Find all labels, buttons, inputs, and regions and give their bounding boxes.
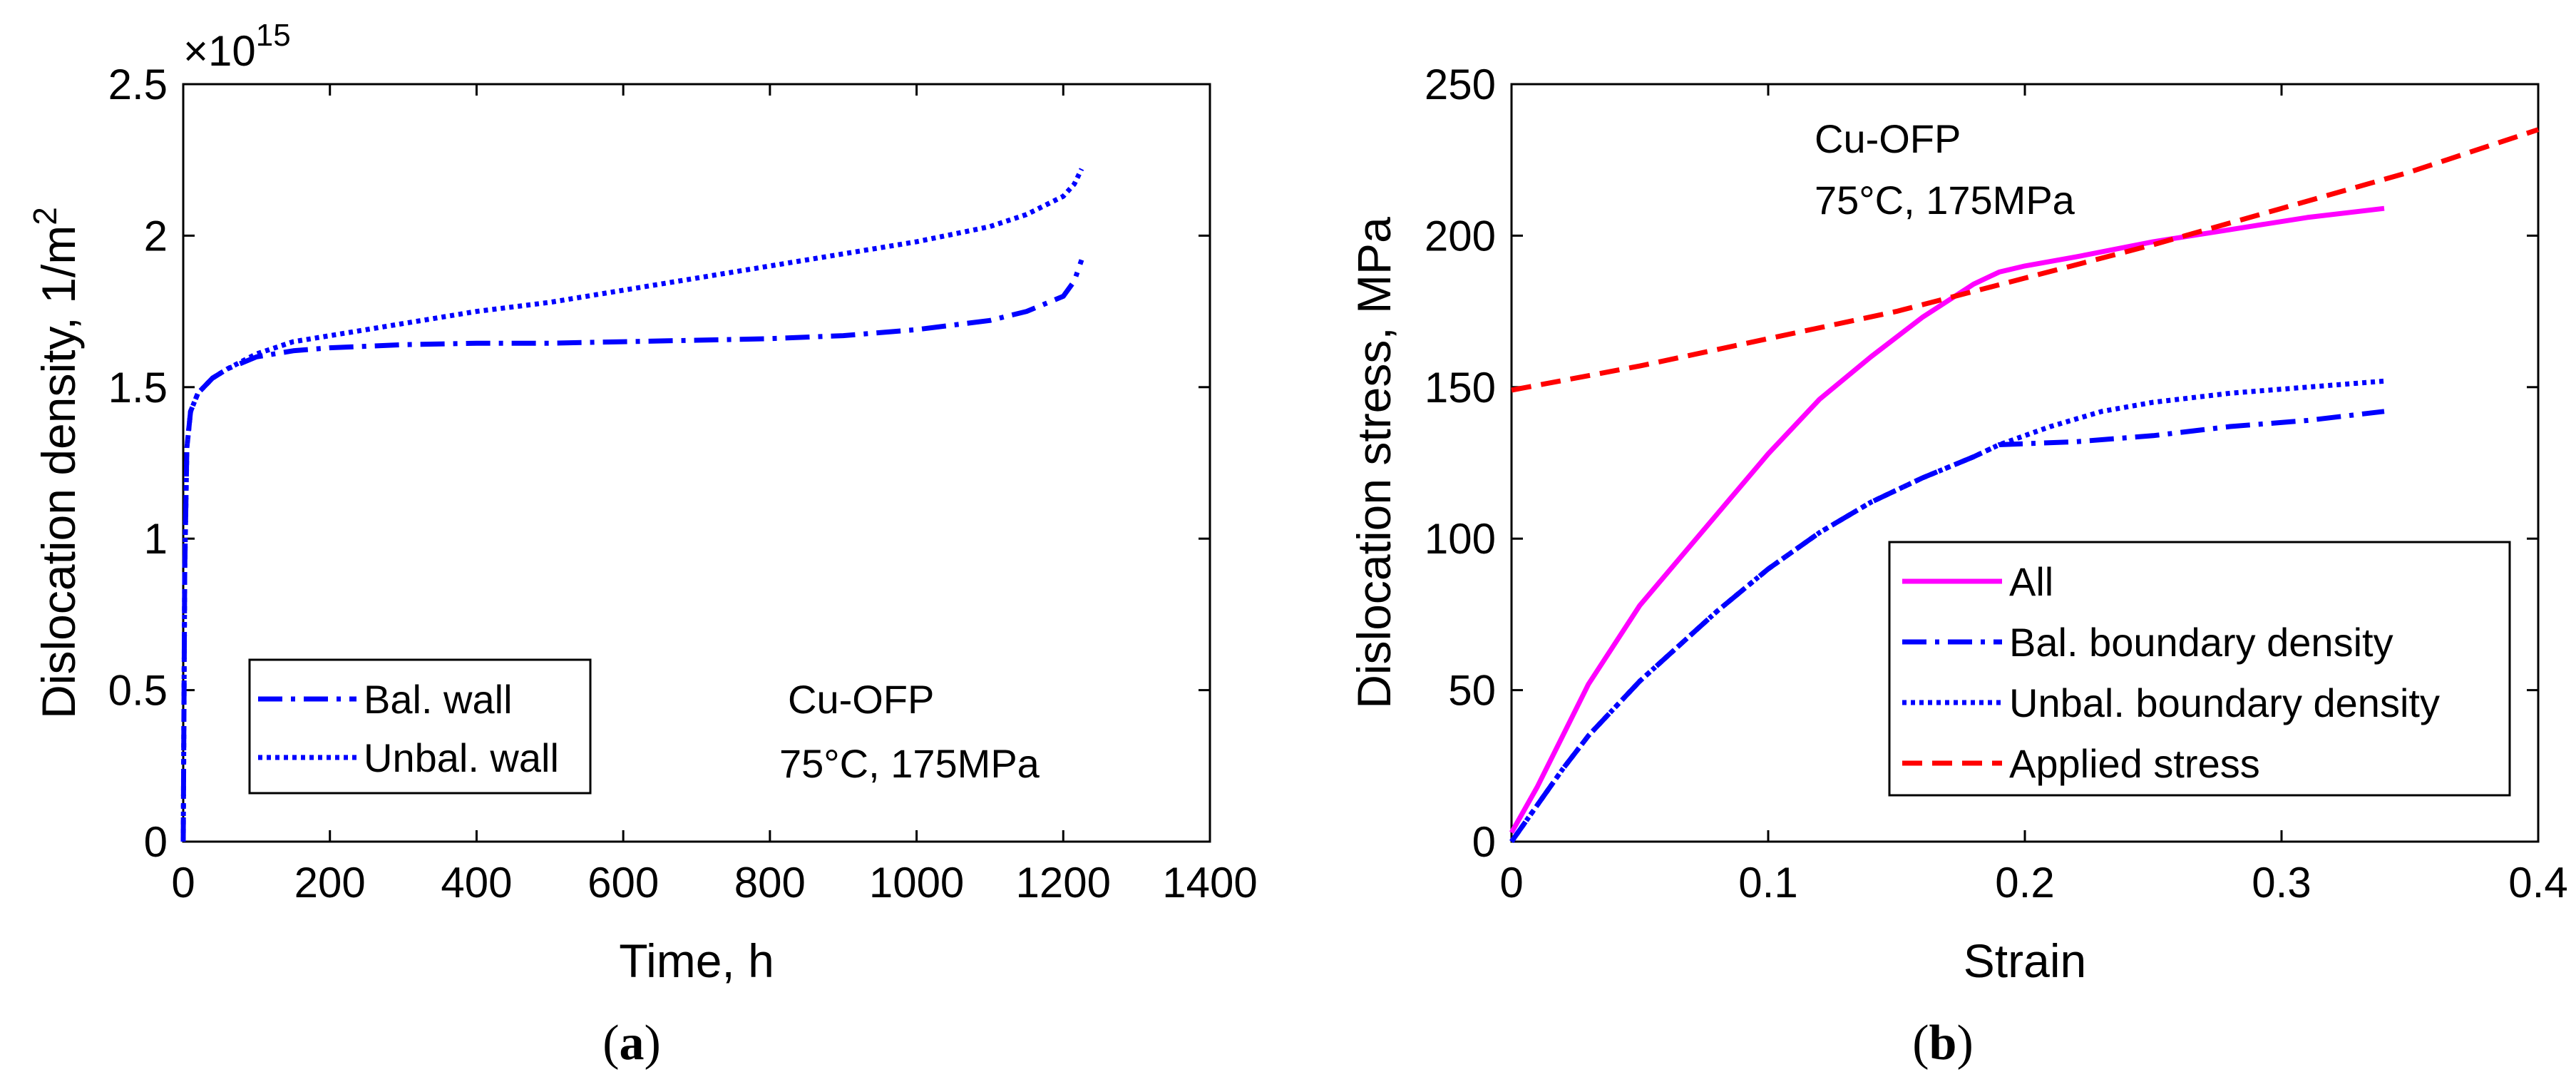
- y-tick-label: 0.5: [108, 667, 168, 715]
- x-tick-label: 1000: [869, 859, 964, 907]
- annotation-material-a: Cu-OFP: [788, 677, 934, 722]
- legend-a: Bal. wall Unbal. wall: [248, 658, 592, 795]
- x-tick-label: 400: [441, 859, 512, 907]
- y-tick-label: 100: [1425, 515, 1496, 563]
- y-tick-label: 50: [1448, 667, 1496, 715]
- legend-item-unbal-wall: Unbal. wall: [258, 735, 559, 780]
- legend-label-unbal-boundary: Unbal. boundary density: [2009, 680, 2440, 725]
- x-tick-label: 800: [734, 859, 806, 907]
- legend-box-b: [1888, 541, 2511, 797]
- series-line-unbal-boundary-density: [1509, 378, 2385, 844]
- y-tick-labels-b: 0 50 100 150 200 250: [1425, 61, 1496, 866]
- panel-letter-a: a: [620, 1016, 645, 1071]
- x-tick-label: 200: [294, 859, 366, 907]
- y-tick-label: 0: [1472, 818, 1496, 866]
- legend-label-unbal-wall: Unbal. wall: [364, 735, 559, 780]
- x-axis-label-b: Strain: [1964, 934, 2086, 987]
- series-line-applied-stress: [1511, 127, 2540, 393]
- legend-label-all: All: [2009, 559, 2053, 604]
- x-tick-label: 0.3: [2252, 859, 2311, 907]
- y-tick-label: 2.5: [108, 61, 168, 108]
- x-tick-label: 0: [1499, 859, 1523, 907]
- panel-label-a: (a): [602, 1016, 661, 1071]
- panel-paren-open-b: (: [1912, 1016, 1929, 1071]
- panel-paren-close-b: ): [1956, 1016, 1973, 1071]
- x-axis-label-a: Time, h: [619, 934, 774, 987]
- series-line-bal-wall: [180, 259, 1084, 842]
- legend-item-bal-boundary: Bal. boundary density: [1902, 620, 2393, 665]
- series-group-a: [180, 168, 1084, 842]
- panel-label-b: (b): [1912, 1016, 1974, 1071]
- panel-paren-close-a: ): [645, 1016, 661, 1071]
- x-tick-label: 1200: [1016, 859, 1111, 907]
- legend-item-all: All: [1902, 559, 2053, 604]
- x-tick-label: 0.4: [2508, 859, 2567, 907]
- y-tick-label: 150: [1425, 364, 1496, 412]
- legend-label-applied-stress: Applied stress: [2009, 741, 2260, 786]
- exponent-label-a: ×1015: [183, 18, 291, 75]
- x-tick-label: 600: [587, 859, 659, 907]
- y-tick-label: 1: [144, 515, 168, 563]
- y-tick-label: 1.5: [108, 364, 168, 412]
- legend-label-bal-boundary: Bal. boundary density: [2009, 620, 2393, 665]
- legend-item-bal-wall: Bal. wall: [258, 677, 513, 722]
- y-axis-label-b: Dislocation stress, MPa: [1348, 217, 1400, 709]
- y-axis-label-a: Dislocation density, 1/m2: [26, 207, 85, 719]
- legend-label-bal-wall: Bal. wall: [364, 677, 513, 722]
- chart-panel-a: 0 200 400 600 800 1000 1200 1400 0 0.5 1 1.5 2 2.5 ×…: [26, 18, 1258, 1071]
- series-line-unbal-wall: [180, 168, 1084, 842]
- x-tick-labels-b: 0 0.1 0.2 0.3 0.4: [1499, 859, 2567, 907]
- annotation-material-b: Cu-OFP: [1815, 116, 1961, 161]
- y-tick-label: 200: [1425, 212, 1496, 260]
- legend-box-a: [248, 658, 592, 795]
- panel-paren-open-a: (: [602, 1016, 619, 1071]
- chart-panel-b: 0 0.1 0.2 0.3 0.4 0 50 100 150 200 250 Strain Dis…: [1348, 61, 2568, 1071]
- x-tick-label: 0.2: [1995, 859, 2054, 907]
- y-tick-labels-a: 0 0.5 1 1.5 2 2.5: [108, 61, 168, 866]
- y-tick-label: 2: [144, 212, 168, 260]
- x-tick-label: 0.1: [1738, 859, 1797, 907]
- x-tick-label: 0: [171, 859, 195, 907]
- series-group-b: [1509, 127, 2540, 844]
- annotation-conditions-b: 75°C, 175MPa: [1815, 178, 2075, 223]
- x-tick-label: 1400: [1162, 859, 1257, 907]
- y-tick-label: 0: [144, 818, 168, 866]
- panel-letter-b: b: [1929, 1016, 1957, 1071]
- legend-item-applied-stress: Applied stress: [1902, 741, 2260, 786]
- annotation-conditions-a: 75°C, 175MPa: [779, 741, 1040, 786]
- x-tick-labels-a: 0 200 400 600 800 1000 1200 1400: [171, 859, 1257, 907]
- y-tick-label: 250: [1425, 61, 1496, 108]
- legend-item-unbal-boundary: Unbal. boundary density: [1902, 680, 2440, 725]
- legend-b: All Bal. boundary density Unbal. boundar…: [1888, 541, 2511, 797]
